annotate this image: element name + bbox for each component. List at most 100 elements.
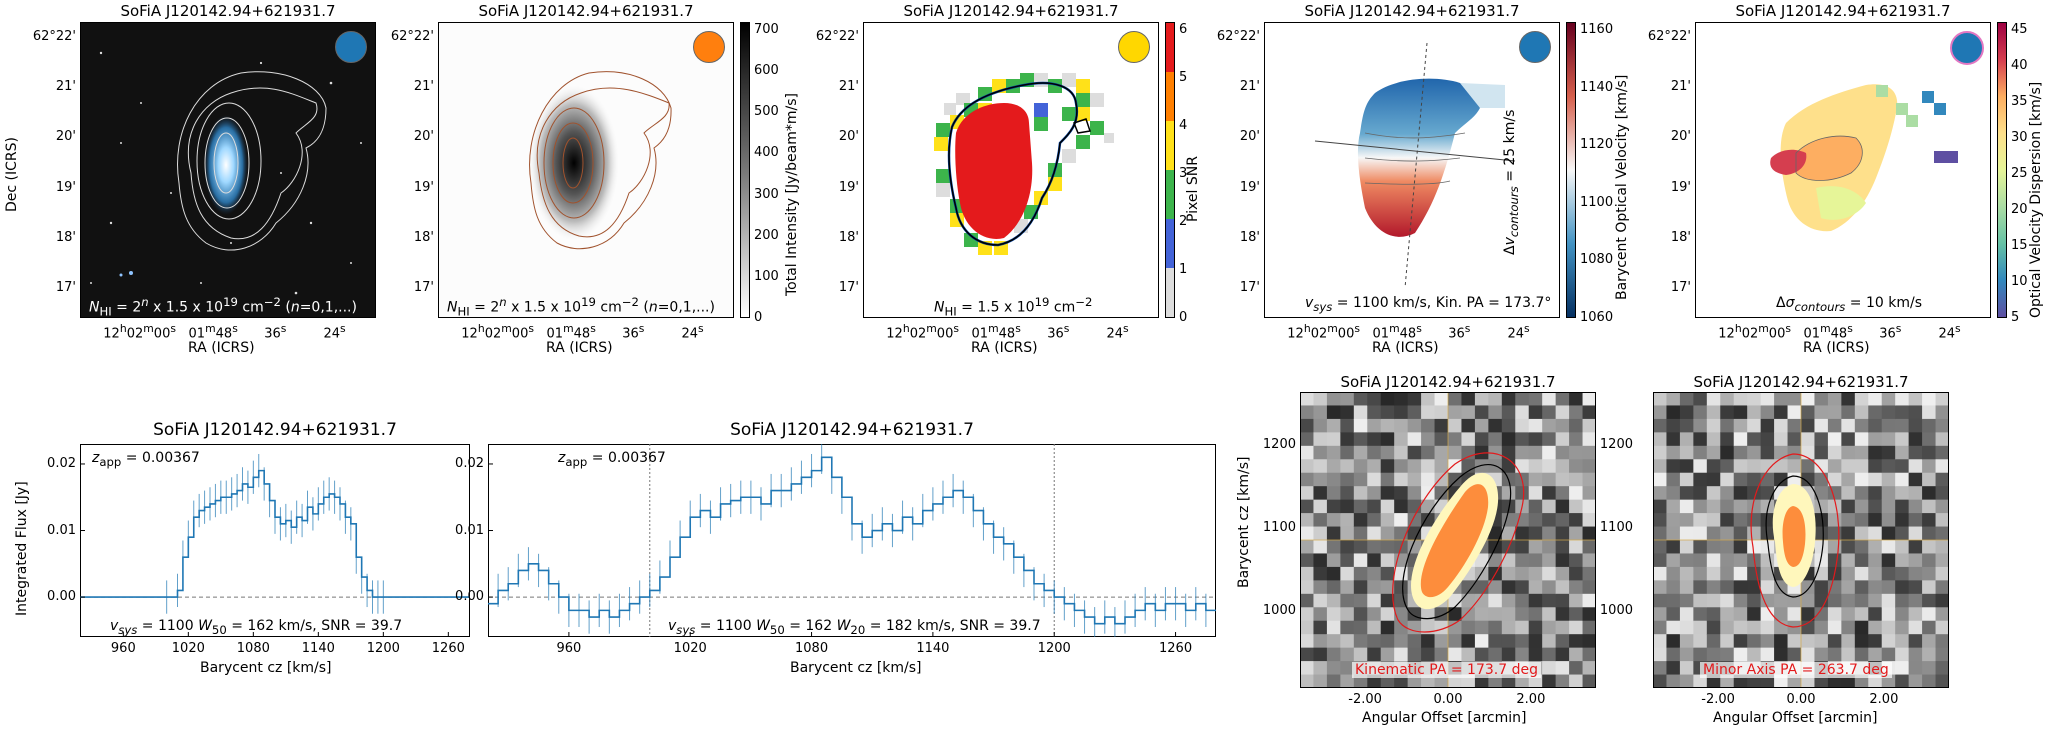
pv-pixel — [1841, 486, 1856, 501]
pv-pixel — [1461, 459, 1476, 474]
pv-pixel — [1488, 445, 1503, 460]
pv-pixel — [1407, 392, 1422, 406]
pv-pixel — [1747, 634, 1762, 649]
pv-pixel — [1555, 486, 1570, 501]
pv-pixel — [1555, 526, 1570, 541]
pv-pixel — [1394, 499, 1409, 514]
pv-pixel — [1488, 620, 1503, 635]
pv-pixel — [1908, 593, 1923, 608]
pv-pixel — [1582, 634, 1596, 649]
pv-pixel — [1367, 472, 1382, 487]
pv-pixel — [1747, 526, 1762, 541]
dec-tick: 17' — [413, 280, 434, 296]
pv-pixel — [1747, 445, 1762, 460]
cbar-tick: 5 — [2011, 310, 2020, 325]
pv-pixel — [1555, 607, 1570, 622]
pv-pixel — [1841, 526, 1856, 541]
pv-pixel — [1528, 526, 1543, 541]
pv-pixel — [1854, 445, 1869, 460]
pv-pixel — [1326, 432, 1341, 447]
pv-pixel — [1693, 526, 1708, 541]
pv-pixel — [1854, 634, 1869, 649]
y-tick-label: 0.01 — [47, 522, 76, 538]
pv-pixel — [1801, 405, 1815, 420]
pv-pixel — [1474, 634, 1489, 649]
pv-pixel — [1747, 580, 1762, 595]
pv-pixel — [1841, 459, 1856, 474]
pv-pixel — [1774, 445, 1789, 460]
pv-pixel — [1747, 405, 1762, 420]
dec-tick: 17' — [55, 280, 76, 296]
pv-pixel — [1706, 580, 1721, 595]
dec-tick: 20' — [838, 129, 859, 145]
pv-pixel — [1515, 607, 1530, 622]
pv-pixel — [1555, 661, 1570, 676]
pv-pixel — [1300, 445, 1314, 460]
pv-pixel — [1407, 607, 1422, 622]
pv-pixel — [1868, 526, 1883, 541]
pv-pixel — [1501, 634, 1516, 649]
pv-pixel — [1488, 634, 1503, 649]
pv-pixel — [1474, 647, 1489, 662]
pv-pixel — [1774, 405, 1789, 420]
disp-colorbar — [1997, 22, 2007, 318]
pv-pixel — [1528, 445, 1543, 460]
pv-pixel — [1706, 392, 1721, 406]
pv-pixel — [1326, 526, 1341, 541]
pv-pixel — [1528, 566, 1543, 581]
pv-pixel — [1313, 445, 1328, 460]
pv-pixel — [1720, 472, 1735, 487]
pv-pixel — [1868, 432, 1883, 447]
pv-pixel — [1935, 499, 1949, 514]
pv-pixel — [1666, 472, 1681, 487]
pv-pixel — [1922, 526, 1937, 541]
pv-pixel — [1881, 499, 1896, 514]
pv-pixel — [1733, 392, 1748, 406]
pv-pixel — [1300, 540, 1314, 554]
pv-pixel — [1569, 432, 1584, 447]
pv-pixel — [1367, 607, 1382, 622]
pv-pixel — [1706, 459, 1721, 474]
pv-pixel — [1380, 459, 1395, 474]
pv-pixel — [1854, 553, 1869, 568]
pv-x-tick: 2.00 — [1516, 692, 1546, 707]
pv-pixel — [1801, 432, 1815, 447]
pv-pixel — [1582, 647, 1596, 662]
pv-pixel — [1908, 607, 1923, 622]
pv-pixel — [1868, 459, 1883, 474]
pv-pixel — [1461, 418, 1476, 433]
pv-pixel — [1827, 647, 1842, 662]
pv-pixel — [1733, 634, 1748, 649]
vel-cbar-label: Barycent Optical Velocity [km/s] — [1614, 74, 1630, 300]
pv-pixel — [1569, 526, 1584, 541]
pv-pixel — [1935, 526, 1949, 541]
pv-pixel — [1679, 459, 1694, 474]
ra-axis-label: RA (ICRS) — [971, 340, 1038, 356]
pv-pixel — [1666, 459, 1681, 474]
pv-pixel — [1868, 486, 1883, 501]
pv-pixel — [1653, 486, 1667, 501]
pv-pixel — [1488, 553, 1503, 568]
cbar-tick: 600 — [754, 63, 779, 79]
pv-pixel — [1922, 499, 1937, 514]
dec-tick: 18' — [1239, 230, 1260, 246]
pv-pixel — [1827, 392, 1842, 406]
pv-pixel — [1827, 459, 1842, 474]
pv-pixel — [1367, 526, 1382, 541]
pv-pixel — [1679, 472, 1694, 487]
pv-pixel — [1935, 674, 1949, 688]
minor-axis — [1314, 140, 1516, 162]
mom0-image: NHI = 2n x 1.5 x 1019 cm−2 (n=0,1,...) — [438, 22, 734, 318]
pv-pixel — [1922, 405, 1937, 420]
pv-pixel — [1801, 459, 1815, 474]
pv-pixel — [1326, 620, 1341, 635]
y-tick-label: 0.00 — [47, 589, 76, 605]
pv-pixel — [1935, 445, 1949, 460]
pv-pixel — [1569, 418, 1584, 433]
pv-pixel — [1868, 620, 1883, 635]
pv-pixel — [1582, 566, 1596, 581]
pv-pixel — [1760, 526, 1775, 541]
pv-pixel — [1908, 405, 1923, 420]
pv-pixel — [1313, 566, 1328, 581]
pv-pixel — [1367, 499, 1382, 514]
